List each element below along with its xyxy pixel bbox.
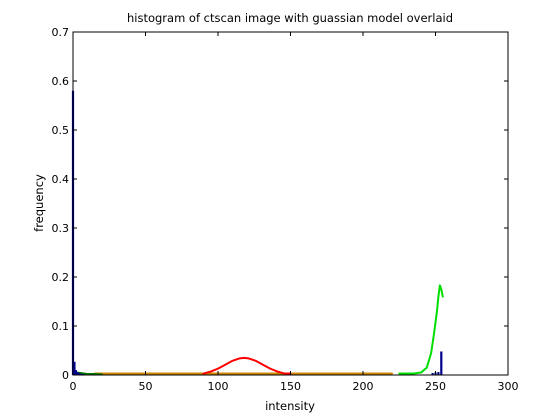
- x-tick-label: 100: [208, 380, 229, 393]
- y-tick-label: 0: [62, 369, 69, 382]
- y-tick-label: 0.4: [52, 173, 70, 186]
- series-line-0: [202, 356, 292, 375]
- y-tick-label: 0.2: [52, 271, 70, 284]
- y-tick-label: 0.5: [52, 124, 70, 137]
- series-line-1: [398, 284, 444, 375]
- x-tick-label: 0: [70, 380, 77, 393]
- x-tick-label: 200: [353, 380, 374, 393]
- x-tick-label: 250: [425, 380, 446, 393]
- plot-area: [73, 32, 508, 375]
- tick-layer: 0 50 100 150 200 250 300 0 0.1 0.2 0.3 0.4 0.5 0.6 0.7: [52, 26, 519, 393]
- y-tick-label: 0.3: [52, 222, 70, 235]
- chart-title: histogram of ctscan image with guassian …: [127, 11, 453, 25]
- x-tick-label: 50: [139, 380, 153, 393]
- y-axis-label: frequency: [32, 174, 46, 232]
- x-tick-label: 300: [498, 380, 519, 393]
- y-tick-label: 0.7: [52, 26, 70, 39]
- y-tick-label: 0.6: [52, 75, 70, 88]
- x-axis-label: intensity: [265, 399, 315, 413]
- y-tick-label: 0.1: [52, 320, 70, 333]
- x-tick-label: 150: [280, 380, 301, 393]
